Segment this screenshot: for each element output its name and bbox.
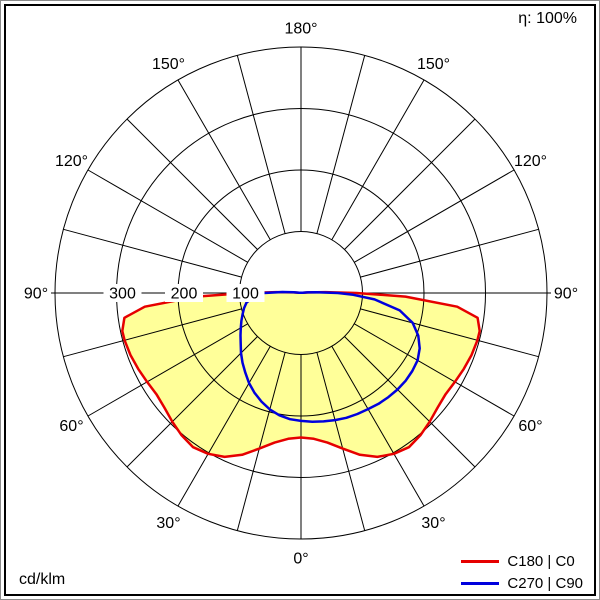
- legend-item-c0-c180: C180 | C0: [461, 550, 583, 572]
- polar-grid: [51, 46, 551, 540]
- angle-label-30-left: 30°: [156, 515, 180, 532]
- grid-spoke-30: [331, 346, 425, 507]
- grid-spoke-300: [87, 323, 248, 417]
- efficiency-label: η: 100%: [518, 10, 577, 27]
- curve-c180-c0: [121, 290, 481, 459]
- grid-spoke-60: [354, 323, 515, 417]
- radial-label-bg-300: [103, 284, 142, 302]
- grid-spoke-195: [236, 55, 286, 234]
- angle-label-0: 0°: [293, 551, 308, 568]
- grid-spoke-240: [87, 169, 248, 263]
- radial-label-bg-200: [165, 284, 203, 302]
- legend-item-c90-c270: C270 | C90: [461, 572, 583, 594]
- angle-label-60-left: 60°: [59, 418, 83, 435]
- angle-label-60-right: 60°: [518, 418, 542, 435]
- radial-label-bg-100: [226, 284, 265, 302]
- angle-label-150-left: 150°: [152, 56, 185, 73]
- legend-line-red-icon: [461, 559, 500, 563]
- radial-label-300: 300: [109, 286, 136, 303]
- curve-c270-c90: [239, 290, 421, 423]
- angle-label-30-right: 30°: [421, 515, 445, 532]
- radial-label-100: 100: [232, 286, 259, 303]
- grid-spoke-75: [360, 308, 539, 358]
- grid-spoke-105: [360, 228, 539, 278]
- legend-label-c90-c270: C270 | C90: [507, 574, 583, 592]
- angle-label-120-left: 120°: [55, 153, 88, 170]
- angle-label-180: 180°: [284, 21, 317, 38]
- angle-label-150-right: 150°: [417, 56, 450, 73]
- grid-spoke-150: [331, 79, 425, 240]
- grid-spoke-285: [63, 308, 242, 358]
- angle-label-90-right: 90°: [554, 286, 578, 303]
- grid-spoke-345: [236, 352, 286, 531]
- legend: C180 | C0 C270 | C90: [461, 550, 583, 594]
- radial-label-200: 200: [171, 286, 198, 303]
- grid-spoke-15: [316, 352, 366, 531]
- grid-spoke-315: [126, 336, 258, 468]
- unit-label: cd/klm: [19, 571, 66, 588]
- grid-spoke-165: [316, 55, 366, 234]
- angle-label-120-right: 120°: [514, 153, 547, 170]
- angle-label-90-left: 90°: [24, 286, 48, 303]
- grid-spoke-255: [63, 228, 242, 278]
- legend-line-blue-icon: [461, 581, 500, 585]
- grid-spoke-330: [177, 346, 271, 507]
- grid-spoke-45: [344, 336, 476, 468]
- grid-spoke-135: [344, 118, 476, 250]
- grid-spoke-210: [177, 79, 271, 240]
- legend-label-c0-c180: C180 | C0: [507, 552, 575, 570]
- grid-spoke-225: [126, 118, 258, 250]
- grid-spoke-120: [354, 169, 515, 263]
